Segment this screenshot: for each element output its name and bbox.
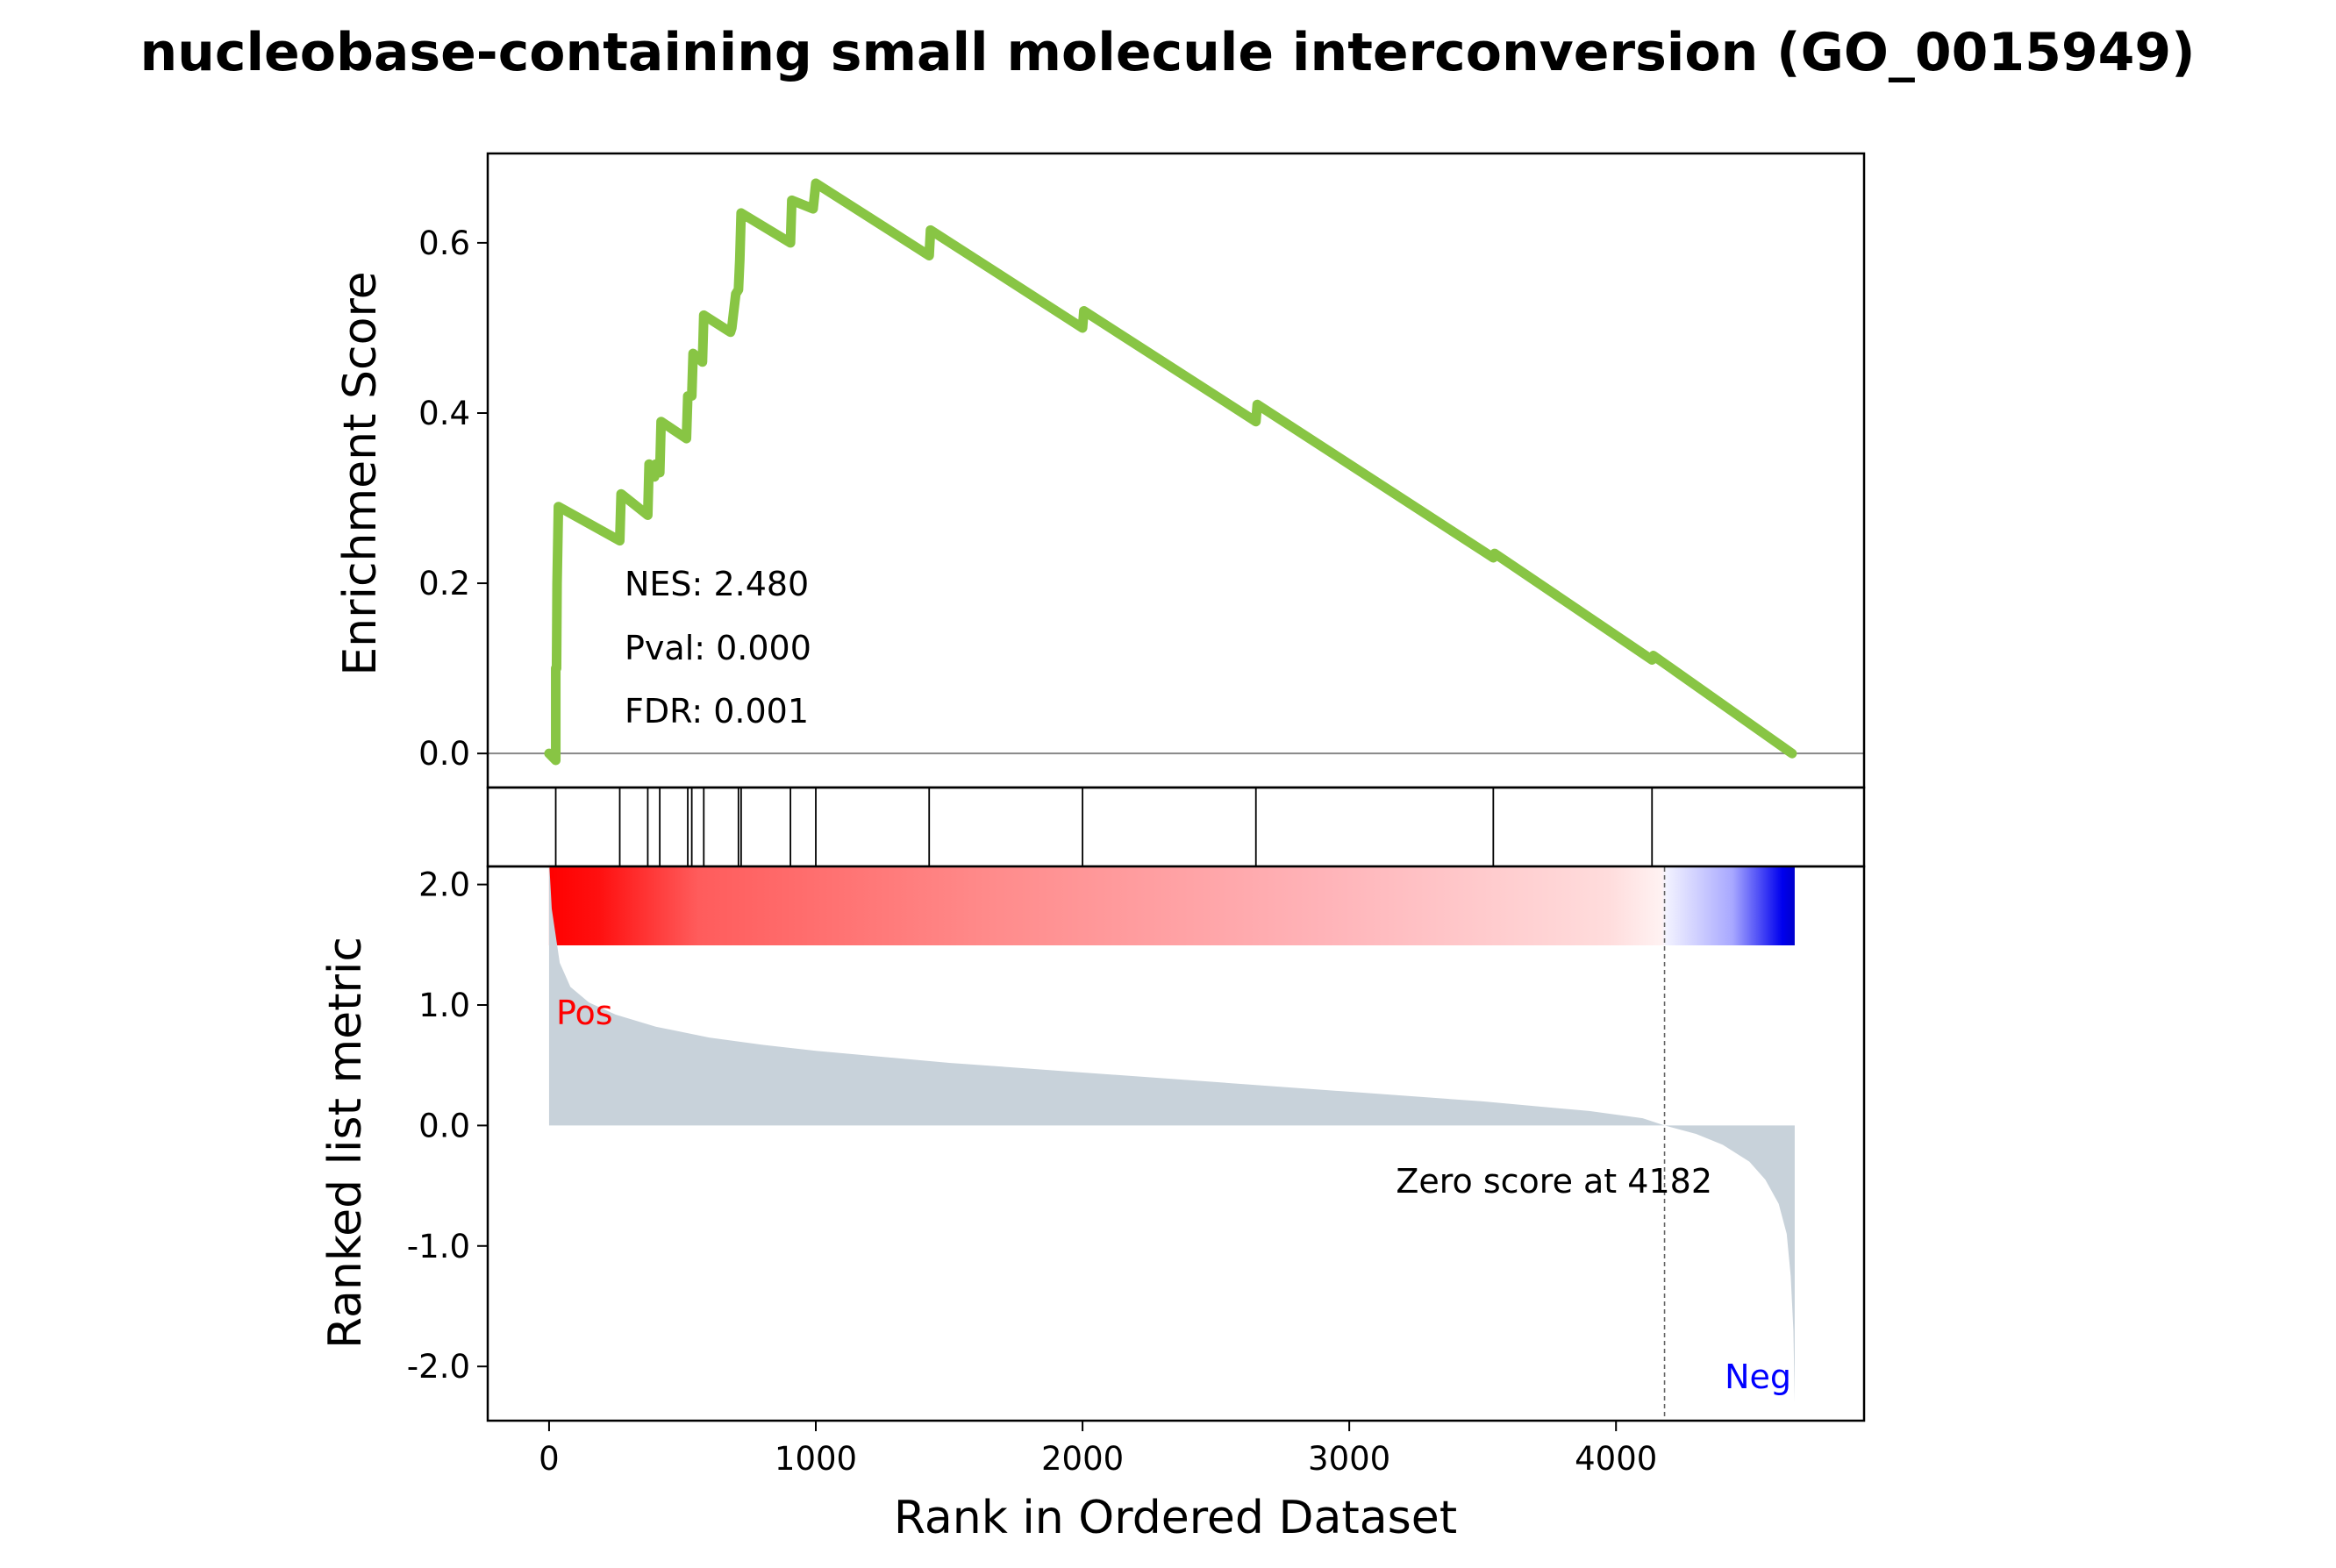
rank-color-bar xyxy=(548,867,1795,945)
hits-frame xyxy=(486,786,1866,868)
x-tick-label: 0 xyxy=(539,1440,560,1478)
pval-stat: Pval: 0.000 xyxy=(625,629,811,667)
x-tick-label: 3000 xyxy=(1308,1440,1390,1478)
x-axis-ticks: 0 1000 2000 3000 4000 xyxy=(539,1421,1657,1478)
ranked-y-tick-label: -2.0 xyxy=(407,1348,470,1386)
enrichment-y-tick-label: 0.6 xyxy=(418,225,470,262)
x-axis-label: Rank in Ordered Dataset xyxy=(894,1492,1457,1544)
ranked-y-tick-label: 1.0 xyxy=(418,987,470,1024)
ranked-y-label: Ranked list metric xyxy=(319,937,372,1349)
x-tick-label: 2000 xyxy=(1041,1440,1124,1478)
zero-score-label: Zero score at 4182 xyxy=(1396,1162,1712,1201)
enrichment-y-label: Enrichment Score xyxy=(334,271,387,675)
x-tick-label: 1000 xyxy=(775,1440,857,1478)
enrichment-y-tick-label: 0.0 xyxy=(418,735,470,773)
enrichment-y-ticks: 0.0 0.2 0.4 0.6 xyxy=(418,225,488,773)
ranked-panel: 2.0 1.0 0.0 -1.0 -2.0 Pos Neg Zero score at … xyxy=(319,860,1866,1422)
enrichment-panel: 0.0 0.2 0.4 0.6 NES: 2.480 Pval: 0.000 FDR:… xyxy=(334,152,1866,789)
ranked-y-tick-label: 0.0 xyxy=(418,1107,470,1144)
ranked-y-ticks: 2.0 1.0 0.0 -1.0 -2.0 xyxy=(407,866,488,1386)
neg-label: Neg xyxy=(1725,1358,1791,1396)
x-tick-label: 4000 xyxy=(1575,1440,1657,1478)
ranked-frame xyxy=(486,865,1866,1422)
pos-label: Pos xyxy=(556,994,613,1032)
hit-markers xyxy=(554,788,1654,866)
ranked-y-tick-label: -1.0 xyxy=(407,1228,470,1265)
enrichment-curve xyxy=(544,178,1797,766)
nes-stat: NES: 2.480 xyxy=(625,565,809,603)
enrichment-y-tick-label: 0.4 xyxy=(418,395,470,432)
ranked-y-tick-label: 2.0 xyxy=(418,866,470,904)
enrichment-y-tick-label: 0.2 xyxy=(418,565,470,602)
hits-panel xyxy=(486,786,1866,868)
chart-title: nucleobase-containing small molecule int… xyxy=(139,22,2195,83)
fdr-stat: FDR: 0.001 xyxy=(625,692,809,731)
